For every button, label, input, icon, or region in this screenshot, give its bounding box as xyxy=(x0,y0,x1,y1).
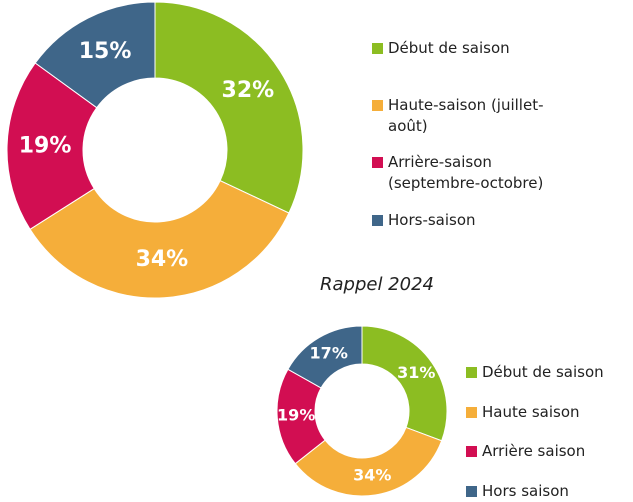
donut-slice xyxy=(294,426,443,497)
donut-slice xyxy=(154,1,304,214)
donut-slice xyxy=(29,179,290,299)
legend-swatch xyxy=(466,446,477,457)
legend-swatch xyxy=(372,157,383,168)
legend-label: Hors saison xyxy=(482,482,569,500)
donut-slice xyxy=(287,325,363,389)
legend-swatch xyxy=(466,367,477,378)
legend-swatch xyxy=(372,43,383,54)
donut-slice xyxy=(34,1,156,109)
legend-swatch xyxy=(466,407,477,418)
legend-label: Début de saison xyxy=(482,363,604,381)
data-label: 31% xyxy=(397,363,435,382)
donut-slice xyxy=(361,325,448,442)
legend-label: Début de saison xyxy=(388,39,510,57)
data-label: 15% xyxy=(79,39,132,64)
donut-slice xyxy=(6,62,98,230)
data-label: 19% xyxy=(277,406,315,425)
legend-label: Hors-saison xyxy=(388,211,476,229)
legend-label: Arrière-saison (septembre-octobre) xyxy=(388,153,544,192)
data-label: 32% xyxy=(222,78,275,103)
legend-swatch xyxy=(466,486,477,497)
data-label: 34% xyxy=(353,466,391,485)
chart-title: Rappel 2024 xyxy=(320,274,434,295)
data-label: 17% xyxy=(310,344,348,363)
data-label: 19% xyxy=(19,134,72,159)
legend-swatch xyxy=(372,215,383,226)
legend-label: Arrière saison xyxy=(482,442,586,460)
legend-label: Haute saison xyxy=(482,403,580,421)
legend-swatch xyxy=(372,100,383,111)
legend-label: Haute-saison (juillet-août) xyxy=(388,96,544,135)
data-label: 34% xyxy=(136,247,189,272)
